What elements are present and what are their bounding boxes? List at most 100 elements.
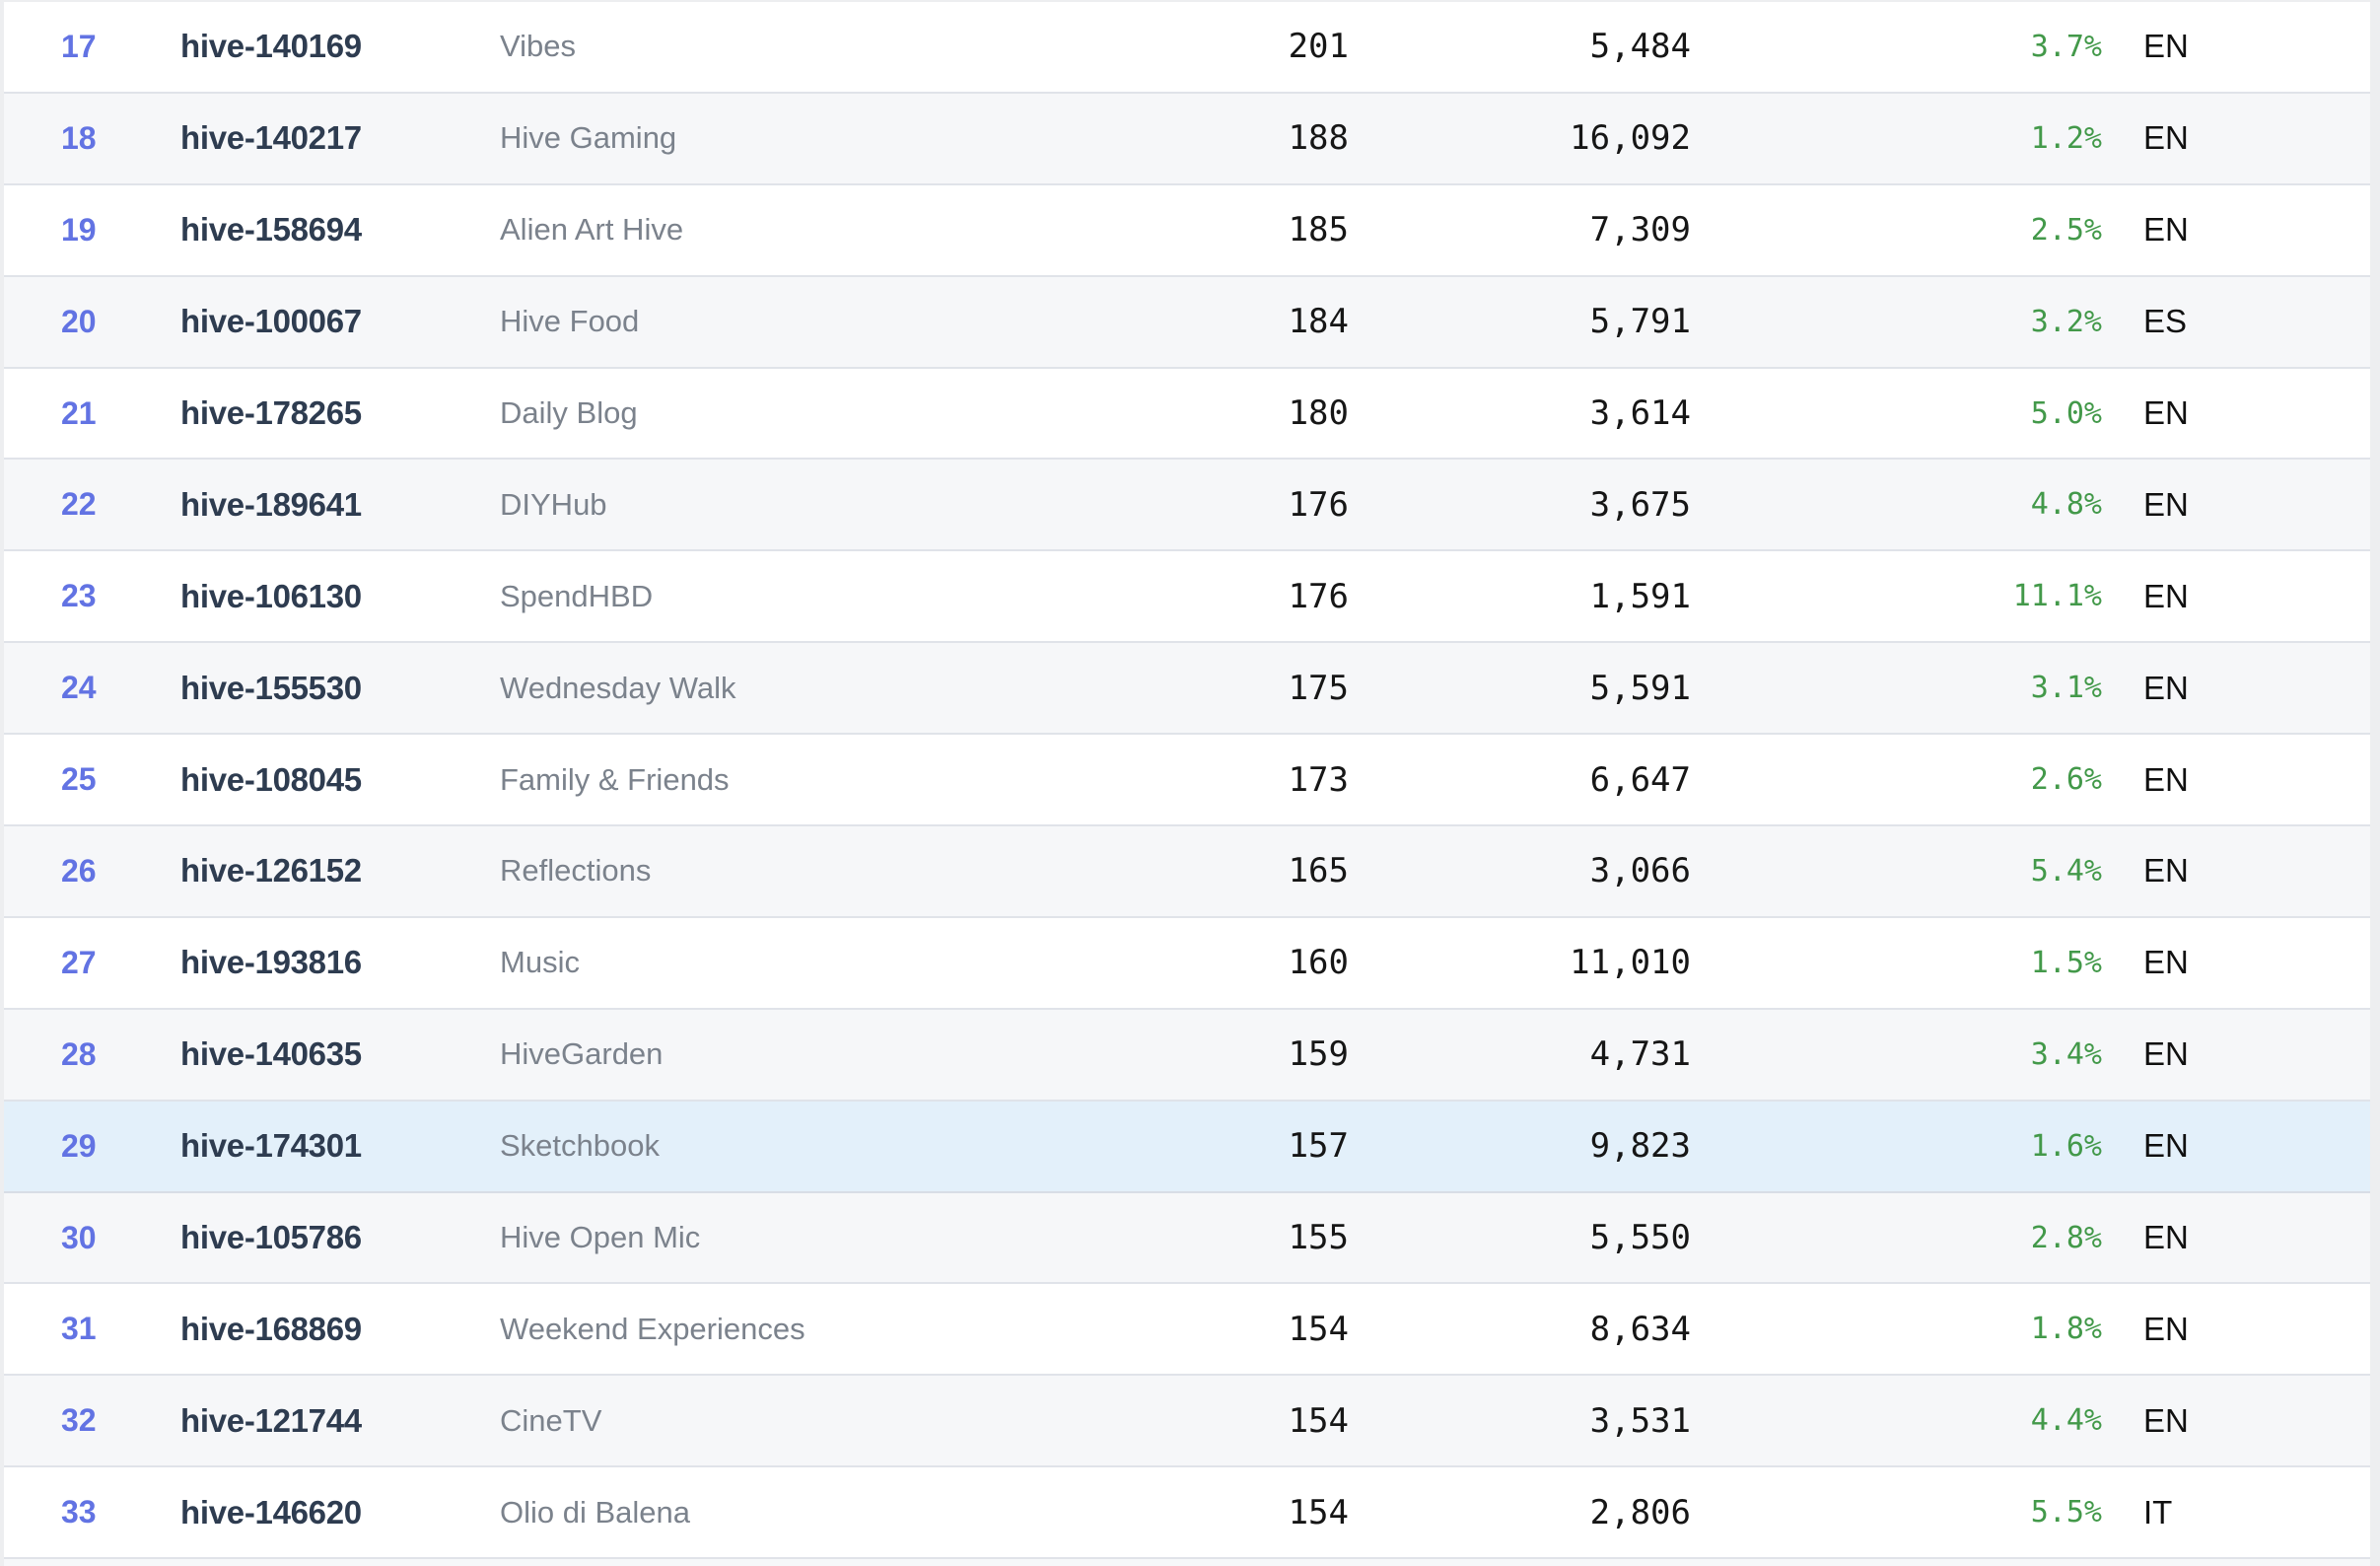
rank-cell: 17 (61, 28, 97, 64)
language-cell: EN (2143, 28, 2189, 65)
percent-cell: 4.8% (2030, 487, 2102, 523)
community-id-cell[interactable]: hive-168869 (180, 1310, 362, 1347)
language-cell: EN (2143, 944, 2189, 981)
metric-b-cell: 5,550 (1589, 1218, 1691, 1258)
community-title: Sketchbook (500, 1128, 660, 1164)
language-cell: EN (2143, 394, 2189, 431)
language-cell: EN (2143, 1127, 2189, 1165)
table-row[interactable]: 18 hive-140217 Hive Gaming 188 16,092 1.… (4, 93, 2370, 185)
community-id-cell[interactable]: hive-189641 (180, 485, 362, 523)
metric-a-cell: 159 (1288, 1034, 1349, 1075)
metric-a-cell: 160 (1288, 943, 1349, 983)
community-id-cell[interactable]: hive-105786 (180, 1219, 362, 1256)
percent-cell: 2.8% (2030, 1220, 2102, 1255)
percent-cell: 5.4% (2030, 853, 2102, 889)
language-cell: EN (2143, 1401, 2189, 1439)
community-id-cell[interactable]: hive-108045 (180, 760, 362, 798)
language-cell: ES (2143, 303, 2188, 340)
community-id-cell[interactable]: hive-140169 (180, 28, 362, 65)
community-title: Music (500, 945, 580, 980)
table-row[interactable]: 33 hive-146620 Olio di Balena 154 2,806 … (4, 1467, 2370, 1560)
language-cell: EN (2143, 1219, 2189, 1256)
language-cell: EN (2143, 577, 2189, 614)
language-cell: EN (2143, 760, 2189, 798)
percent-cell: 2.5% (2030, 212, 2102, 248)
language-cell: EN (2143, 211, 2189, 249)
language-cell: EN (2143, 669, 2189, 706)
rank-cell: 24 (61, 670, 97, 706)
community-id-cell[interactable]: hive-158694 (180, 211, 362, 249)
rank-cell: 25 (61, 761, 97, 798)
language-cell: EN (2143, 1310, 2189, 1347)
community-title: CineTV (500, 1402, 602, 1438)
metric-a-cell: 184 (1288, 302, 1349, 342)
table-row[interactable]: 19 hive-158694 Alien Art Hive 185 7,309 … (4, 184, 2370, 277)
percent-cell: 3.2% (2030, 304, 2102, 339)
metric-a-cell: 175 (1288, 668, 1349, 708)
community-id-cell[interactable]: hive-140635 (180, 1035, 362, 1073)
community-title: Weekend Experiences (500, 1311, 805, 1346)
table-row[interactable]: 24 hive-155530 Wednesday Walk 175 5,591 … (4, 643, 2370, 736)
language-cell: IT (2143, 1493, 2173, 1530)
metric-b-cell: 5,484 (1589, 27, 1691, 67)
communities-table: 17 hive-140169 Vibes 201 5,484 3.7% EN 1… (4, 2, 2370, 1566)
table-row[interactable]: 22 hive-189641 DIYHub 176 3,675 4.8% EN (4, 460, 2370, 552)
table-row[interactable]: 26 hive-126152 Reflections 165 3,066 5.4… (4, 826, 2370, 918)
community-title: Hive Gaming (500, 120, 677, 156)
table-row[interactable] (4, 1559, 2370, 1566)
community-id-cell[interactable]: hive-121744 (180, 1401, 362, 1439)
community-id-cell[interactable]: hive-178265 (180, 394, 362, 431)
metric-b-cell: 16,092 (1570, 118, 1691, 159)
community-title: DIYHub (500, 486, 607, 522)
table-row[interactable]: 31 hive-168869 Weekend Experiences 154 8… (4, 1284, 2370, 1377)
community-id-cell[interactable]: hive-155530 (180, 669, 362, 706)
table-row[interactable]: 21 hive-178265 Daily Blog 180 3,614 5.0%… (4, 368, 2370, 461)
table-row[interactable]: 20 hive-100067 Hive Food 184 5,791 3.2% … (4, 276, 2370, 369)
rank-cell: 31 (61, 1311, 97, 1347)
metric-b-cell: 8,634 (1589, 1309, 1691, 1349)
metric-a-cell: 155 (1288, 1218, 1349, 1258)
table-row[interactable]: 29 hive-174301 Sketchbook 157 9,823 1.6%… (4, 1101, 2370, 1193)
percent-cell: 5.0% (2030, 395, 2102, 431)
table-row[interactable]: 23 hive-106130 SpendHBD 176 1,591 11.1% … (4, 551, 2370, 644)
table-row[interactable]: 30 hive-105786 Hive Open Mic 155 5,550 2… (4, 1192, 2370, 1285)
table-row[interactable]: 25 hive-108045 Family & Friends 173 6,64… (4, 735, 2370, 827)
metric-a-cell: 173 (1288, 759, 1349, 800)
metric-b-cell: 5,591 (1589, 668, 1691, 708)
rank-cell: 33 (61, 1494, 97, 1530)
percent-cell: 5.5% (2030, 1495, 2102, 1530)
percent-cell: 3.7% (2030, 29, 2102, 64)
community-title: Alien Art Hive (500, 212, 684, 248)
metric-b-cell: 1,591 (1589, 576, 1691, 616)
metric-a-cell: 176 (1288, 576, 1349, 616)
community-id-cell[interactable]: hive-193816 (180, 944, 362, 981)
community-title: Hive Food (500, 304, 640, 339)
community-id-cell[interactable]: hive-106130 (180, 577, 362, 614)
language-cell: EN (2143, 119, 2189, 157)
metric-b-cell: 4,731 (1589, 1034, 1691, 1075)
metric-a-cell: 154 (1288, 1400, 1349, 1441)
metric-b-cell: 11,010 (1570, 943, 1691, 983)
community-id-cell[interactable]: hive-126152 (180, 852, 362, 890)
community-title: SpendHBD (500, 578, 654, 613)
table-row[interactable]: 27 hive-193816 Music 160 11,010 1.5% EN (4, 917, 2370, 1010)
metric-a-cell: 157 (1288, 1126, 1349, 1167)
metric-b-cell: 2,806 (1589, 1492, 1691, 1532)
percent-cell: 2.6% (2030, 762, 2102, 798)
percent-cell: 11.1% (2012, 579, 2102, 614)
metric-a-cell: 188 (1288, 118, 1349, 159)
rank-cell: 29 (61, 1127, 97, 1164)
community-id-cell[interactable]: hive-140217 (180, 119, 362, 157)
metric-a-cell: 180 (1288, 393, 1349, 433)
rank-cell: 19 (61, 211, 97, 248)
table-row[interactable]: 17 hive-140169 Vibes 201 5,484 3.7% EN (4, 2, 2370, 94)
percent-cell: 1.6% (2030, 1128, 2102, 1164)
metric-b-cell: 7,309 (1589, 210, 1691, 250)
metric-b-cell: 3,614 (1589, 393, 1691, 433)
community-id-cell[interactable]: hive-174301 (180, 1127, 362, 1165)
table-row[interactable]: 32 hive-121744 CineTV 154 3,531 4.4% EN (4, 1376, 2370, 1468)
percent-cell: 3.1% (2030, 671, 2102, 706)
community-id-cell[interactable]: hive-146620 (180, 1493, 362, 1530)
table-row[interactable]: 28 hive-140635 HiveGarden 159 4,731 3.4%… (4, 1009, 2370, 1102)
community-id-cell[interactable]: hive-100067 (180, 303, 362, 340)
